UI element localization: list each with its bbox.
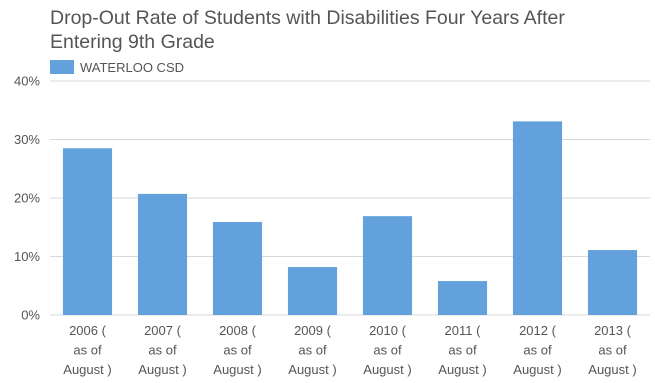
bar: [287, 267, 338, 315]
bar: [62, 148, 113, 315]
bar: [512, 121, 563, 316]
bar: [437, 281, 488, 315]
x-tick-label: 2011 (as of August ): [438, 323, 486, 377]
legend-swatch: [50, 60, 74, 74]
y-tick-label: 40%: [14, 74, 40, 89]
x-tick-label: 2009 (as of August ): [288, 323, 336, 377]
x-tick-label: 2006 (as of August ): [63, 323, 111, 377]
bars: [62, 121, 638, 316]
x-tick-label: 2012 (as of August ): [513, 323, 561, 377]
legend: WATERLOO CSD: [50, 58, 184, 76]
x-tick-label: 2010 (as of August ): [363, 323, 411, 377]
y-tick-label: 0%: [21, 308, 40, 323]
x-tick-label: 2008 (as of August ): [213, 323, 261, 377]
x-tick-label: 2013 (as of August ): [588, 323, 636, 377]
bar: [212, 221, 263, 315]
bar: [137, 193, 188, 315]
y-tick-label: 20%: [14, 191, 40, 206]
chart-title: Drop-Out Rate of Students with Disabilit…: [50, 7, 565, 53]
x-axis-labels: 2006 (as of August ) 2007 (as of August ) 20…: [63, 323, 636, 377]
y-tick-label: 30%: [14, 132, 40, 147]
legend-label: WATERLOO CSD: [80, 59, 185, 75]
x-tick-label: 2007 (as of August ): [138, 323, 186, 377]
y-axis-ticks: 0% 10% 20% 30% 40%: [14, 74, 40, 323]
bar: [362, 216, 413, 315]
y-tick-label: 10%: [14, 249, 40, 264]
bar: [587, 250, 638, 315]
